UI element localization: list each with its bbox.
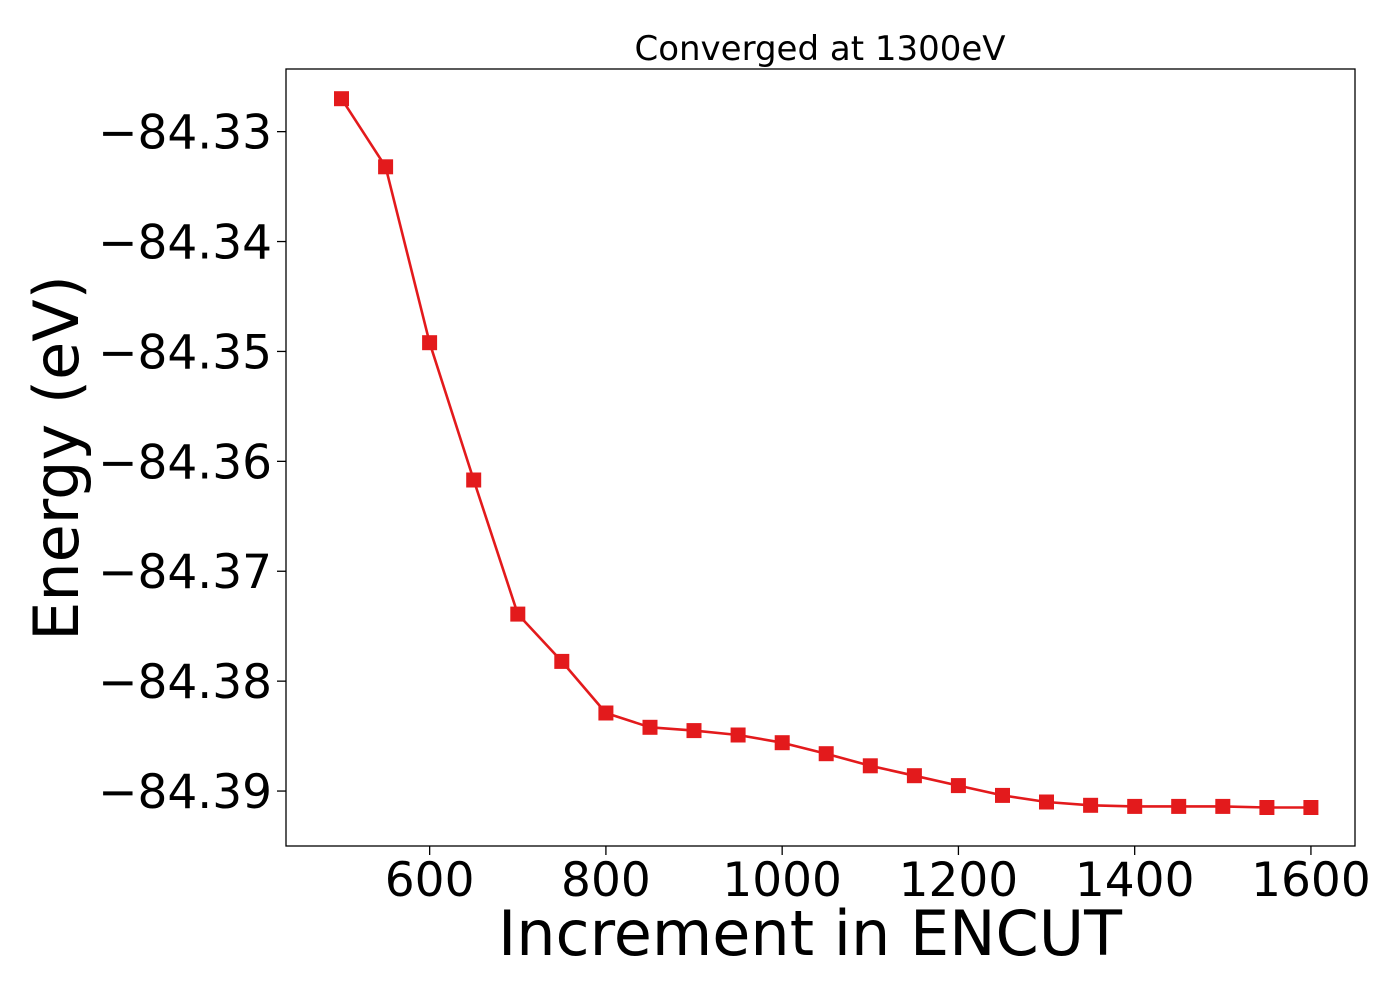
data-point: [774, 735, 790, 751]
chart-title: Converged at 1300eV: [634, 29, 1005, 69]
series-line-0: [340, 97, 1311, 809]
y-tick-label: −84.33: [98, 106, 272, 161]
data-point: [1303, 800, 1319, 815]
x-axis-label: Increment in ENCUT: [498, 897, 1123, 970]
data-point: [1215, 798, 1231, 814]
data-point: [334, 91, 349, 107]
data-point: [906, 768, 922, 784]
plot-frame: [285, 68, 1356, 847]
data-point: [1259, 800, 1275, 815]
data-point: [818, 746, 834, 762]
x-tick-label: 800: [561, 853, 651, 908]
data-point: [642, 719, 658, 735]
x-tick-label: 1000: [722, 853, 842, 908]
x-tick-label: 1400: [1075, 853, 1195, 908]
data-point: [422, 335, 438, 351]
plot-area: [285, 68, 1356, 847]
y-axis-label: Energy (eV): [20, 275, 93, 641]
data-point: [1127, 798, 1143, 814]
y-tick-label: −84.35: [98, 325, 272, 380]
data-point: [995, 787, 1010, 803]
data-point: [686, 723, 702, 739]
x-tick-label: 600: [385, 853, 475, 908]
data-point: [862, 758, 878, 774]
data-point: [1083, 797, 1099, 813]
data-point: [510, 606, 526, 622]
data-point: [1171, 798, 1187, 814]
x-axis: 600 800 1000 1200 1400 1600: [385, 846, 1371, 908]
data-point: [378, 159, 394, 175]
data-point: [730, 727, 746, 743]
data-point: [950, 778, 966, 794]
y-tick-label: −84.34: [98, 216, 272, 271]
data-point: [466, 472, 482, 488]
y-tick-label: −84.37: [98, 545, 272, 600]
y-axis: −84.33 −84.34 −84.35 −84.36 −84.37 −84.38 −84.…: [98, 106, 286, 820]
y-tick-label: −84.36: [98, 435, 272, 490]
data-point: [554, 653, 570, 669]
x-tick-label: 1200: [899, 853, 1019, 908]
y-tick-label: −84.39: [98, 765, 272, 820]
data-point: [1039, 794, 1054, 810]
x-tick-label: 1600: [1251, 853, 1371, 908]
data-point: [598, 705, 614, 721]
series-layer: [334, 91, 1319, 815]
y-tick-label: −84.38: [98, 655, 272, 710]
